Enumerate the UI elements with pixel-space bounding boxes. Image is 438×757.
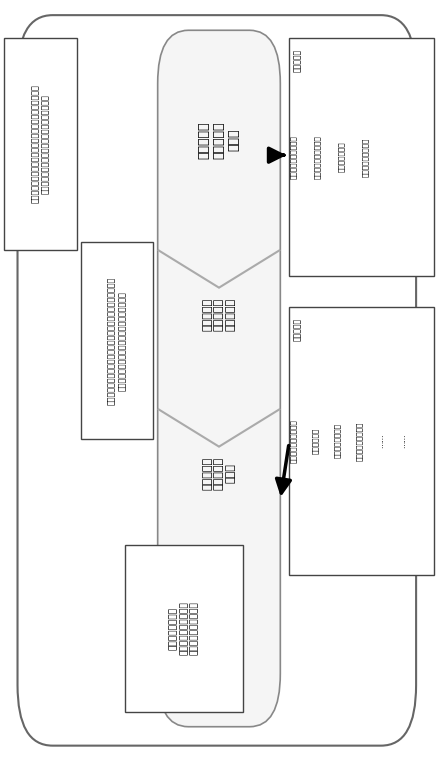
Text: ……: …… — [400, 434, 406, 448]
Text: 调查发电企业生产
及应对碳排放的最低需
求对碳排放量最低需求: 调查发电企业生产 及应对碳排放的最低需 求对碳排放量最低需求 — [169, 601, 199, 656]
Text: ……: …… — [378, 434, 384, 448]
Text: 预留碳排放权配额量: 预留碳排放权配额量 — [362, 137, 369, 177]
FancyBboxPatch shape — [4, 38, 77, 250]
Text: 控排行业历史碳排放量: 控排行业历史碳排放量 — [290, 419, 297, 463]
FancyBboxPatch shape — [289, 307, 434, 575]
Text: 计算控排行
业生产所需
最低配额量: 计算控排行 业生产所需 最低配额量 — [202, 298, 236, 331]
Text: 输入指标：: 输入指标： — [293, 318, 303, 341]
Text: 在碳排放总量约束下，根据行业现状、技术进步、发展规划，
确定纳入碳排放管理系统的行业碳排放控制上限: 在碳排放总量约束下，根据行业现状、技术进步、发展规划， 确定纳入碳排放管理系统的… — [107, 276, 127, 405]
FancyBboxPatch shape — [289, 38, 434, 276]
Text: 根据全社会碳排放强度下降目标、国民经济和社会发展规
划，估算出本地区到目标年碳排放总量控制目标: 根据全社会碳排放强度下降目标、国民经济和社会发展规 划，估算出本地区到目标年碳排… — [31, 85, 50, 203]
Text: 预留配额比例的计划: 预留配额比例的计划 — [356, 421, 363, 461]
Text: 地区减排指标: 地区减排指标 — [312, 428, 319, 454]
Text: 碳排放权配额量: 碳排放权配额量 — [338, 142, 345, 173]
Text: 碳排放管理系统配额量: 碳排放管理系统配额量 — [314, 136, 321, 179]
FancyBboxPatch shape — [18, 15, 416, 746]
Text: 碳排放管理
系统年度配
额总量: 碳排放管理 系统年度配 额总量 — [198, 121, 240, 159]
Text: 输出指标：: 输出指标： — [293, 49, 303, 73]
FancyBboxPatch shape — [158, 30, 280, 727]
FancyBboxPatch shape — [81, 242, 153, 439]
Text: 控排行业减排潜力: 控排行业减排潜力 — [334, 423, 341, 459]
Text: 控排行业碳排放配额量: 控排行业碳排放配额量 — [290, 136, 297, 179]
FancyBboxPatch shape — [125, 545, 243, 712]
Text: 估算新建项
目所需配额
预留量: 估算新建项 目所需配额 预留量 — [202, 456, 236, 490]
